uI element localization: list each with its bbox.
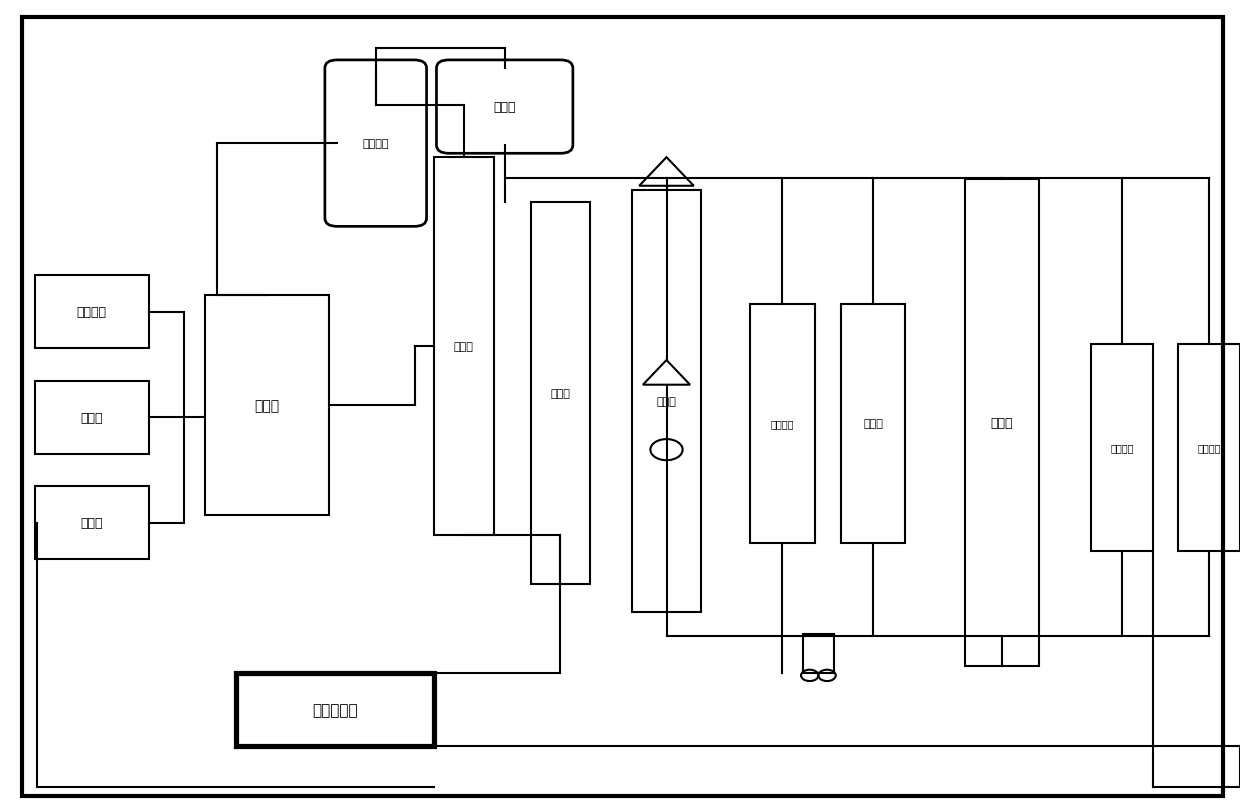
Text: 冷凝器: 冷凝器	[494, 101, 516, 114]
Bar	[236, 673, 434, 746]
Bar	[205, 296, 329, 515]
Text: 吸收塔: 吸收塔	[656, 397, 677, 406]
Bar	[804, 634, 835, 673]
Bar	[35, 381, 149, 454]
FancyBboxPatch shape	[436, 61, 573, 154]
Bar	[434, 158, 494, 535]
Text: 环乙泵: 环乙泵	[81, 411, 103, 424]
Text: 循环液槽: 循环液槽	[1198, 443, 1220, 453]
Text: 粗产品储槽: 粗产品储槽	[312, 702, 357, 717]
Text: 精馏塔: 精馏塔	[991, 417, 1013, 430]
Text: 胺回收槽: 胺回收槽	[362, 139, 389, 149]
Text: 脱胺塔: 脱胺塔	[454, 341, 474, 352]
Text: 循环泵: 循环泵	[81, 517, 103, 530]
Text: 反应器: 反应器	[254, 398, 279, 413]
Bar	[1178, 345, 1240, 551]
Text: 闪蒸塔: 闪蒸塔	[551, 388, 570, 398]
Bar	[750, 304, 815, 543]
Text: 二甲胺泵: 二甲胺泵	[77, 306, 107, 319]
Bar	[841, 304, 905, 543]
Text: 产品槽: 产品槽	[863, 418, 883, 429]
Bar	[965, 180, 1039, 667]
Bar	[632, 191, 701, 612]
Text: 循环液槽: 循环液槽	[1111, 443, 1133, 453]
FancyBboxPatch shape	[325, 61, 427, 227]
Bar	[35, 487, 149, 560]
Text: 前饞分槽: 前饞分槽	[771, 418, 794, 429]
Bar	[1091, 345, 1153, 551]
Bar	[35, 276, 149, 349]
Bar	[531, 203, 590, 584]
